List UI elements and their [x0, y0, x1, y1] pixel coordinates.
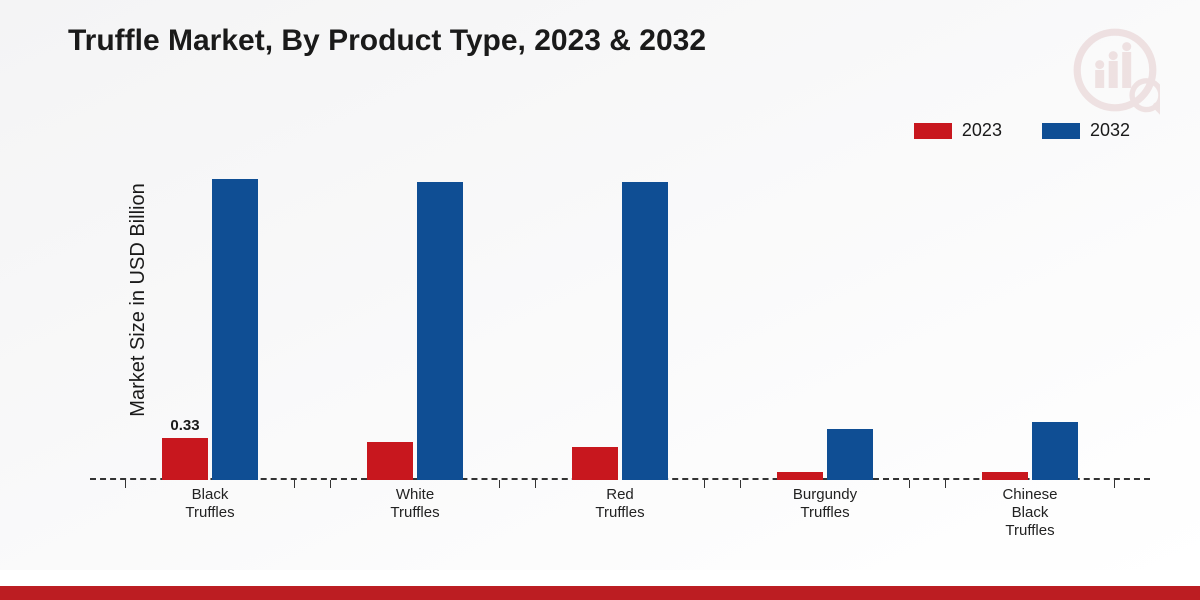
category-label: BurgundyTruffles — [740, 480, 910, 522]
plot-background: Truffle Market, By Product Type, 2023 & … — [0, 0, 1200, 570]
bar-2023 — [982, 472, 1028, 480]
axis-tick — [945, 480, 946, 488]
footer-accent-bar — [0, 586, 1200, 600]
category-label: RedTruffles — [535, 480, 705, 522]
bar-2032 — [622, 182, 668, 480]
legend-swatch-2023 — [914, 123, 952, 139]
chart-container: Truffle Market, By Product Type, 2023 & … — [0, 0, 1200, 600]
axis-tick — [499, 480, 500, 488]
legend: 2023 2032 — [914, 120, 1130, 141]
bar-2032 — [827, 429, 873, 480]
category-label: BlackTruffles — [125, 480, 295, 522]
bar-2023 — [162, 438, 208, 480]
bar-value-label: 0.33 — [170, 417, 199, 434]
legend-label-2023: 2023 — [962, 120, 1002, 141]
bar-2023 — [777, 472, 823, 480]
category-label: WhiteTruffles — [330, 480, 500, 522]
axis-tick — [125, 480, 126, 488]
legend-label-2032: 2032 — [1090, 120, 1130, 141]
axis-tick — [909, 480, 910, 488]
chart-title: Truffle Market, By Product Type, 2023 & … — [68, 24, 706, 58]
legend-item-2032: 2032 — [1042, 120, 1130, 141]
bar-2032 — [1032, 422, 1078, 480]
bar-2032 — [212, 179, 258, 480]
axis-tick — [535, 480, 536, 488]
axis-tick — [294, 480, 295, 488]
legend-swatch-2032 — [1042, 123, 1080, 139]
category-label: ChineseBlackTruffles — [945, 480, 1115, 540]
chart-plot-area: 0.33BlackTrufflesWhiteTrufflesRedTruffle… — [90, 160, 1150, 480]
bar-2023 — [367, 442, 413, 480]
axis-tick — [1114, 480, 1115, 488]
bar-2023 — [572, 447, 618, 480]
bar-2032 — [417, 182, 463, 480]
axis-tick — [330, 480, 331, 488]
watermark-logo-icon — [1070, 25, 1160, 115]
axis-tick — [740, 480, 741, 488]
legend-item-2023: 2023 — [914, 120, 1002, 141]
axis-tick — [704, 480, 705, 488]
